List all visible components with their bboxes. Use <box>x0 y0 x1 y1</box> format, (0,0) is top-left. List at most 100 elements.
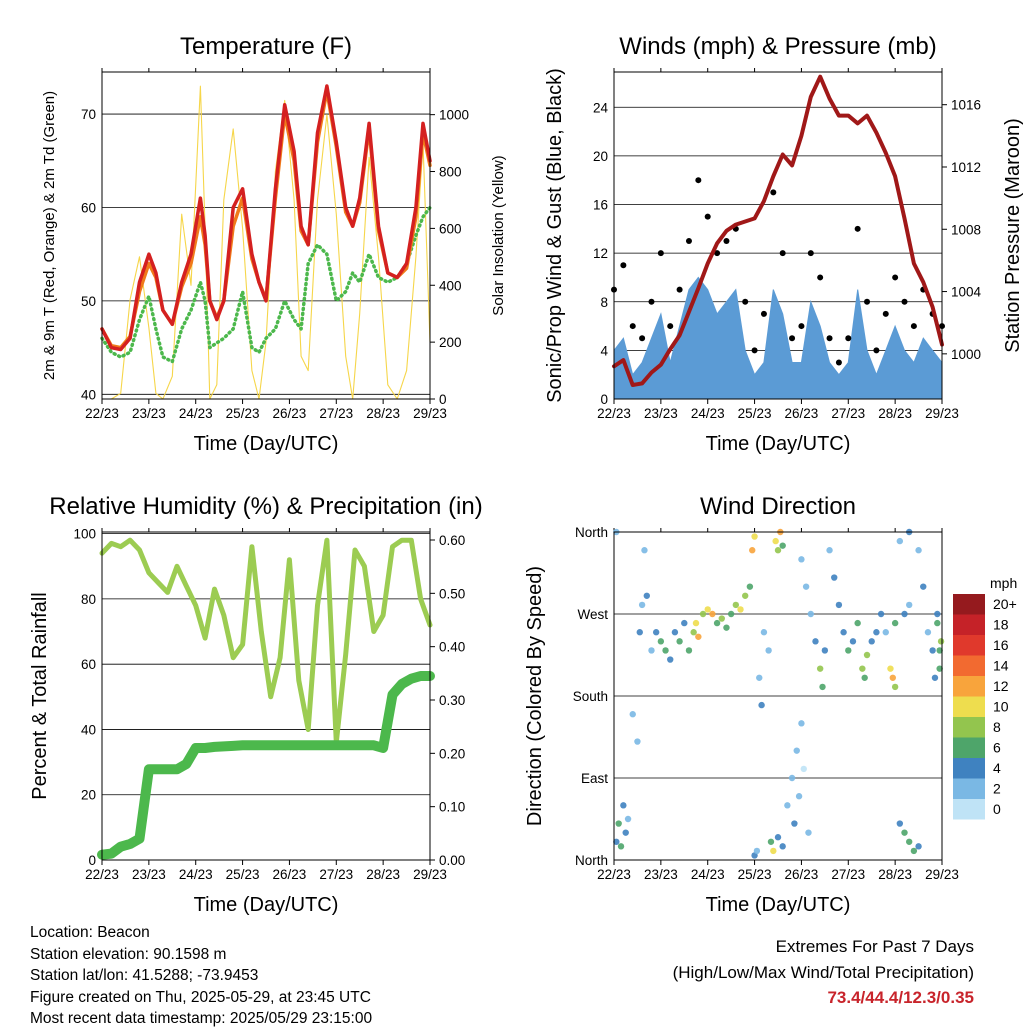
gust-point <box>648 298 655 305</box>
gust-point <box>685 237 692 244</box>
direction-point <box>718 615 725 622</box>
x-tick-label: 24/23 <box>179 867 213 882</box>
direction-point <box>617 843 625 850</box>
direction-point <box>636 629 643 636</box>
station-latlon: Station lat/lon: 41.5288; -73.9453 <box>30 967 259 984</box>
direction-point <box>849 638 857 645</box>
station-info: Location: Beacon Station elevation: 90.1… <box>30 922 372 1030</box>
direction-point <box>891 683 899 691</box>
direction-point <box>629 711 636 718</box>
direction-point <box>753 847 761 855</box>
wind-series <box>613 276 943 400</box>
x-axis-label: Time (Day/UTC) <box>706 433 851 455</box>
y-axis-label: Percent & Total Rainfall <box>29 592 51 800</box>
y2-tick-label: 1000 <box>951 347 981 362</box>
gust-point <box>620 262 627 269</box>
gust-point <box>742 298 749 305</box>
pressure-series <box>612 74 944 387</box>
direction-point <box>819 683 826 691</box>
figure-created: Figure created on Thu, 2025-05-29, at 23… <box>30 988 371 1006</box>
gust-point <box>845 335 852 342</box>
direction-point <box>896 537 904 545</box>
direction-point <box>652 629 660 636</box>
direction-point <box>831 574 838 581</box>
y2-tick-label: 1004 <box>951 285 982 300</box>
direction-point <box>906 838 913 845</box>
y-tick-label: 60 <box>81 200 96 215</box>
direction-point <box>889 674 896 681</box>
direction-point <box>770 847 777 855</box>
direction-point <box>667 656 674 663</box>
x-tick-label: 25/23 <box>738 867 772 882</box>
direction-point <box>758 701 765 709</box>
legend-swatch <box>953 655 985 676</box>
direction-point <box>934 610 941 618</box>
direction-point <box>723 624 730 631</box>
legend-swatch <box>953 799 985 820</box>
chart-title: Temperature (F) <box>180 33 352 60</box>
direction-point <box>690 629 697 636</box>
gust-point <box>639 335 646 342</box>
direction-point <box>692 619 700 627</box>
x-tick-label: 27/23 <box>319 867 353 882</box>
x-tick-label: 23/23 <box>132 406 166 421</box>
y2-tick-label: 800 <box>439 165 462 180</box>
direction-point <box>704 606 711 613</box>
y2-tick-label: 400 <box>439 278 462 293</box>
gust-point <box>751 347 758 354</box>
y-tick-label: 20 <box>593 149 608 164</box>
direction-point <box>931 674 939 681</box>
y-tick-label: 50 <box>81 294 96 309</box>
x-tick-label: 26/23 <box>273 406 307 421</box>
station-elevation: Station elevation: 90.1598 m <box>30 945 227 963</box>
direction-point <box>800 765 807 773</box>
direction-point <box>873 629 880 636</box>
legend-swatch <box>953 594 985 615</box>
direction-point <box>901 610 908 618</box>
chart-title: Winds (mph) & Pressure (mb) <box>619 33 936 60</box>
y2-tick-label: 0.60 <box>439 533 465 548</box>
direction-point <box>641 547 648 554</box>
x-tick-label: 28/23 <box>878 867 912 882</box>
x-tick-label: 28/23 <box>366 406 400 421</box>
direction-point <box>662 647 669 654</box>
legend-swatch <box>953 758 985 779</box>
y-axis-label: 2m & 9m T (Red, Orange) & 2m Td (Green) <box>41 91 58 380</box>
direction-point <box>906 601 913 609</box>
temp-2m-series <box>100 84 432 352</box>
direction-point <box>737 606 744 613</box>
direction-point <box>784 802 791 809</box>
direction-point <box>887 665 894 672</box>
direction-point <box>751 533 758 540</box>
x-tick-label: 22/23 <box>85 867 119 882</box>
direction-point <box>882 629 889 636</box>
direction-point <box>772 537 779 545</box>
direction-point <box>795 793 803 800</box>
y2-tick-label: 1012 <box>951 160 981 175</box>
y2-tick-label: 0.40 <box>439 640 465 655</box>
y-tick-label: 16 <box>593 198 608 213</box>
x-axis-label: Time (Day/UTC) <box>706 894 851 916</box>
y2-tick-label: 0.10 <box>439 800 465 815</box>
dewpoint-series <box>100 205 432 364</box>
x-tick-label: 29/23 <box>413 867 447 882</box>
direction-point <box>910 847 918 855</box>
direction-point <box>863 651 871 659</box>
chart-title: Relative Humidity (%) & Precipitation (i… <box>49 493 482 520</box>
gust-point <box>667 323 674 330</box>
direction-point <box>835 601 843 609</box>
x-axis-label: Time (Day/UTC) <box>194 433 339 455</box>
direction-point <box>681 619 688 627</box>
y-tick-label: 40 <box>81 722 96 737</box>
direction-point <box>915 547 922 554</box>
direction-point <box>812 638 819 645</box>
x-tick-label: 29/23 <box>413 406 447 421</box>
direction-point <box>854 619 861 627</box>
x-axis-label: Time (Day/UTC) <box>194 894 339 916</box>
y2-tick-label: 600 <box>439 221 462 236</box>
x-tick-label: 22/23 <box>597 867 631 882</box>
y-tick-label: 70 <box>81 107 96 122</box>
direction-point <box>657 638 665 645</box>
x-tick-label: 24/23 <box>691 406 725 421</box>
